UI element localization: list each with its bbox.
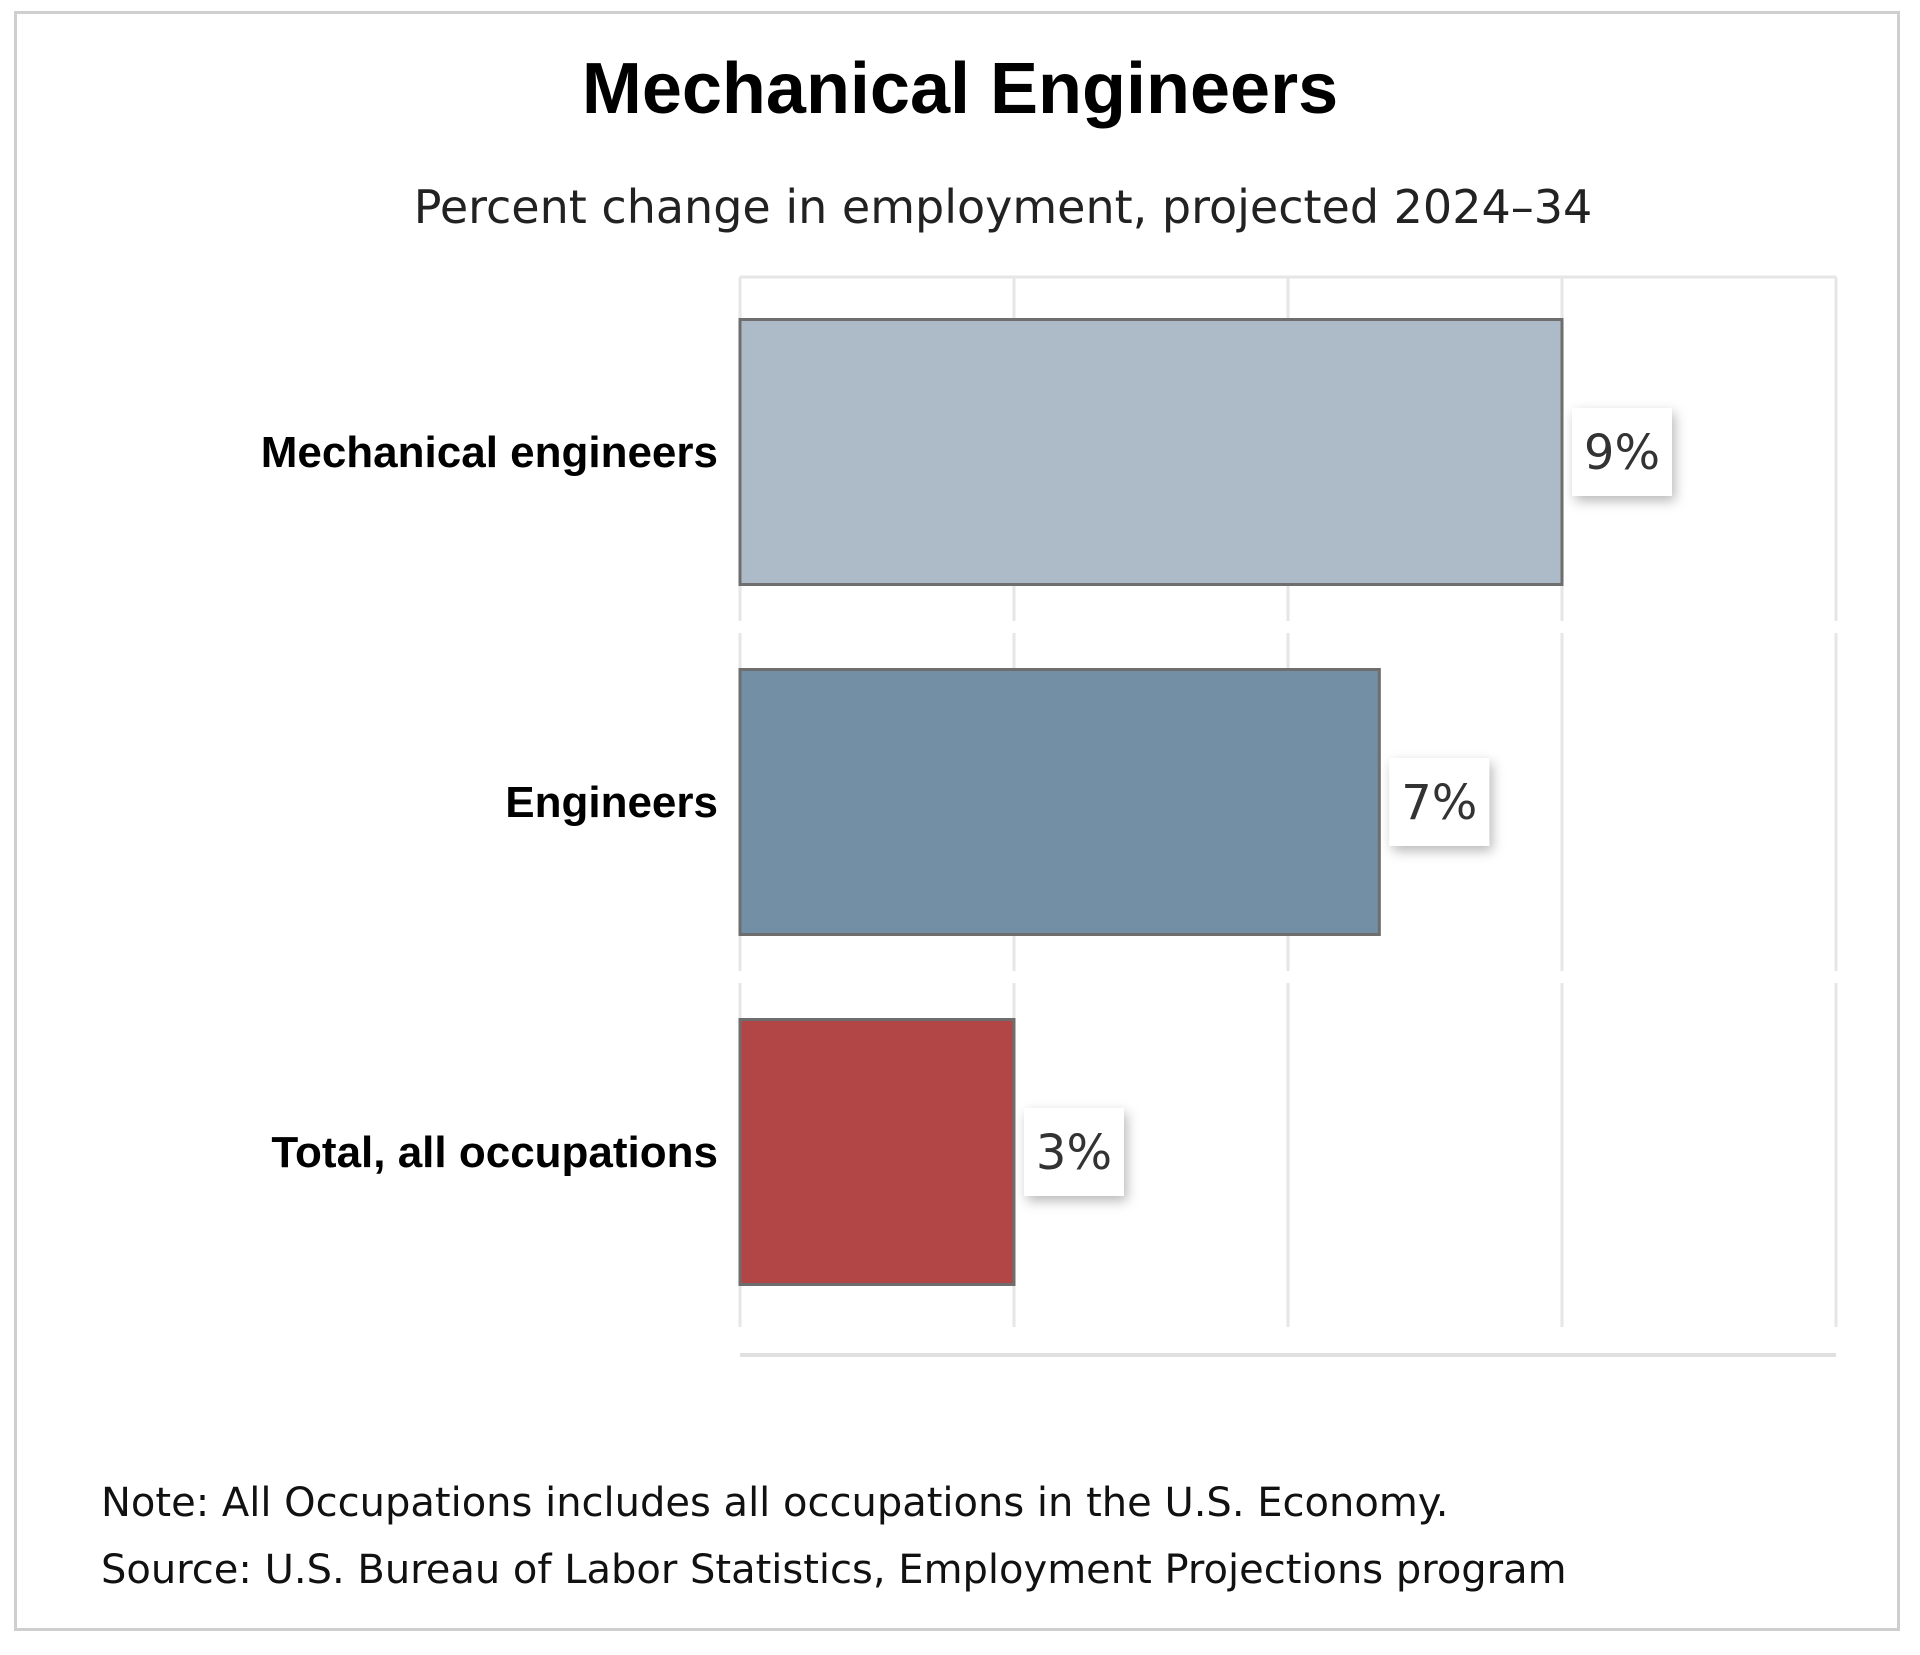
value-label-box (1389, 758, 1490, 846)
value-label: 3% (1036, 1125, 1112, 1181)
category-label: Engineers (505, 778, 718, 827)
value-label: 7% (1401, 775, 1477, 831)
category-label: Total, all occupations (271, 1128, 718, 1177)
category-label: Mechanical engineers (261, 428, 718, 477)
bar (738, 318, 1564, 586)
bar (738, 1018, 1016, 1286)
value-label: 9% (1584, 425, 1660, 481)
bar (738, 668, 1381, 936)
bars (738, 318, 1564, 1286)
value-label-box (1572, 408, 1672, 496)
value-label-box (1024, 1108, 1124, 1196)
chart-note: Note: All Occupations includes all occup… (101, 1480, 1449, 1526)
chart-subtitle: Percent change in employment, projected … (413, 180, 1593, 234)
category-labels: Mechanical engineers Engineers Total, all … (261, 428, 718, 1177)
value-labels: 9% 7% 3% (1024, 408, 1672, 1196)
chart-source: Source: U.S. Bureau of Labor Statistics,… (101, 1547, 1567, 1593)
chart-title: Mechanical Engineers (581, 49, 1339, 129)
